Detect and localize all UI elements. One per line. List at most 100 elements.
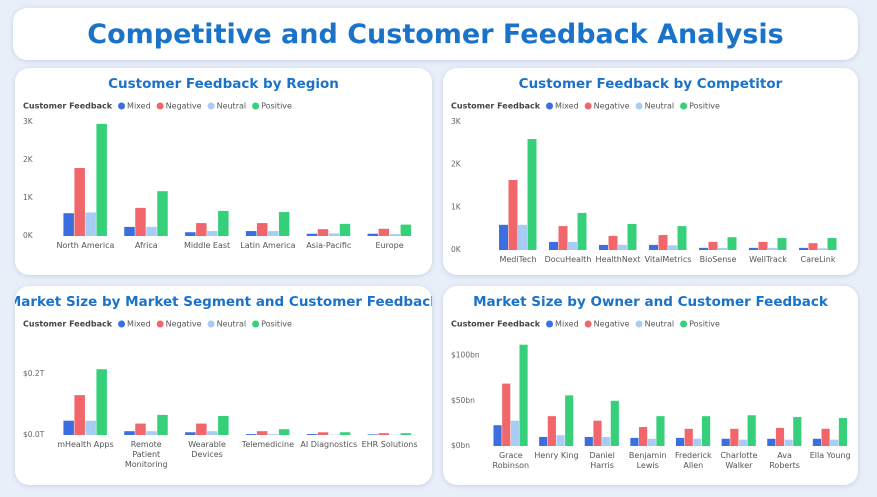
bar (699, 247, 708, 250)
legend-swatch (207, 102, 215, 110)
x-tick-label: Daniel Harris (589, 451, 615, 470)
x-tick-label-box: DocuHealth (544, 255, 592, 264)
x-tick-label-box: Grace Robinson (492, 451, 530, 470)
chart-title: Market Size by Owner and Customer Feedba… (473, 294, 829, 310)
legend-title: Customer Feedback (23, 320, 113, 329)
bar (267, 434, 279, 435)
legend-label: Neutral (645, 320, 675, 329)
bar (267, 231, 279, 236)
legend-label: Mixed (127, 320, 151, 329)
bar (400, 224, 412, 236)
legend-label: Mixed (555, 102, 579, 111)
x-tick-label-box: WellTrack (749, 255, 787, 264)
x-tick-label-box: North America (56, 241, 114, 250)
bar (830, 439, 839, 446)
bar (727, 237, 737, 250)
bar (799, 247, 808, 250)
legend-swatch (156, 320, 164, 328)
y-tick-label: 3K (23, 117, 34, 126)
bar (378, 433, 390, 435)
bar (577, 212, 587, 250)
legend-swatch (584, 320, 592, 328)
y-tick-label: 1K (451, 202, 462, 211)
legend-label: Positive (261, 320, 292, 329)
bar (157, 191, 168, 236)
x-tick-label: Asia-Pacific (306, 241, 352, 250)
legend-label: Positive (689, 320, 720, 329)
x-tick-label: Grace Robinson (492, 451, 530, 470)
x-tick-label: Latin America (240, 241, 296, 250)
x-tick-label: DocuHealth (544, 255, 592, 264)
bar (328, 233, 340, 236)
x-tick-label-box: Henry King (534, 451, 579, 460)
bar (610, 400, 619, 446)
y-tick-label: $0bn (451, 441, 470, 450)
bar (63, 213, 74, 236)
legend-title: Customer Feedback (451, 102, 541, 111)
legend-label: Negative (594, 320, 630, 329)
x-tick-label-box: Europe (376, 241, 404, 250)
bar (539, 436, 548, 446)
bar (245, 231, 257, 236)
x-tick-label: Benjamin Lewis (628, 451, 667, 470)
bar (684, 428, 693, 446)
bar (565, 395, 574, 446)
bar (730, 428, 739, 446)
chart: Customer Feedback by Region Customer Feed… (23, 76, 412, 250)
x-tick-label-box: BioSense (700, 255, 737, 264)
y-tick-label: $100bn (451, 351, 480, 360)
x-tick-label: Frederick Allen (675, 451, 712, 470)
bar (668, 245, 677, 250)
bar (718, 247, 727, 250)
x-tick-label: Charlotte Walker (720, 451, 758, 470)
y-tick-label: 0K (23, 231, 34, 240)
bar (784, 439, 793, 446)
header-card: Competitive and Customer Feedback Analys… (13, 8, 858, 60)
bar (649, 244, 658, 250)
panel: Customer Feedback by Competitor Customer … (443, 68, 858, 275)
bar (758, 241, 768, 250)
x-tick-label: WellTrack (749, 255, 787, 264)
bar (812, 438, 822, 446)
x-tick-label: Ella Young (809, 451, 851, 460)
chart: Customer Feedback by Competitor Customer … (451, 76, 837, 264)
bar (721, 438, 730, 446)
bar (367, 434, 379, 435)
bar (747, 415, 756, 446)
bar (618, 244, 627, 250)
bar (767, 438, 776, 446)
bar (502, 383, 511, 446)
x-tick-label: Henry King (534, 451, 579, 460)
bar (558, 226, 568, 250)
x-tick-label: HealthNext (595, 255, 641, 264)
bar (135, 207, 146, 236)
bar (389, 234, 401, 236)
bar (185, 432, 196, 435)
x-tick-label-box: Remote Patient Monitoring (125, 440, 168, 469)
x-tick-label: MediTech (499, 255, 537, 264)
bar (527, 139, 537, 250)
y-tick-label: 2K (23, 155, 34, 164)
x-tick-label-box: MediTech (499, 255, 537, 264)
panel: Customer Feedback by Region Customer Feed… (15, 68, 432, 275)
bar (827, 238, 837, 250)
bar (647, 438, 656, 446)
bar (185, 232, 196, 236)
legend-label: Mixed (555, 320, 579, 329)
bar (218, 210, 229, 236)
bar (593, 420, 602, 446)
legend-swatch (118, 102, 126, 110)
chart-title: Customer Feedback by Competitor (519, 76, 783, 92)
x-tick-label-box: VitalMetrics (644, 255, 692, 264)
bar (256, 223, 268, 236)
x-tick-label: VitalMetrics (644, 255, 692, 264)
bar (547, 416, 556, 446)
legend-label: Neutral (217, 320, 247, 329)
legend-swatch (252, 102, 260, 110)
x-tick-label: Ava Roberts (769, 451, 800, 470)
panel: Market Size by Market Segment and Custom… (15, 286, 432, 485)
x-tick-label-box: CareLink (801, 255, 836, 264)
x-tick-label-box: mHealth Apps (57, 440, 113, 449)
bar (278, 212, 290, 236)
